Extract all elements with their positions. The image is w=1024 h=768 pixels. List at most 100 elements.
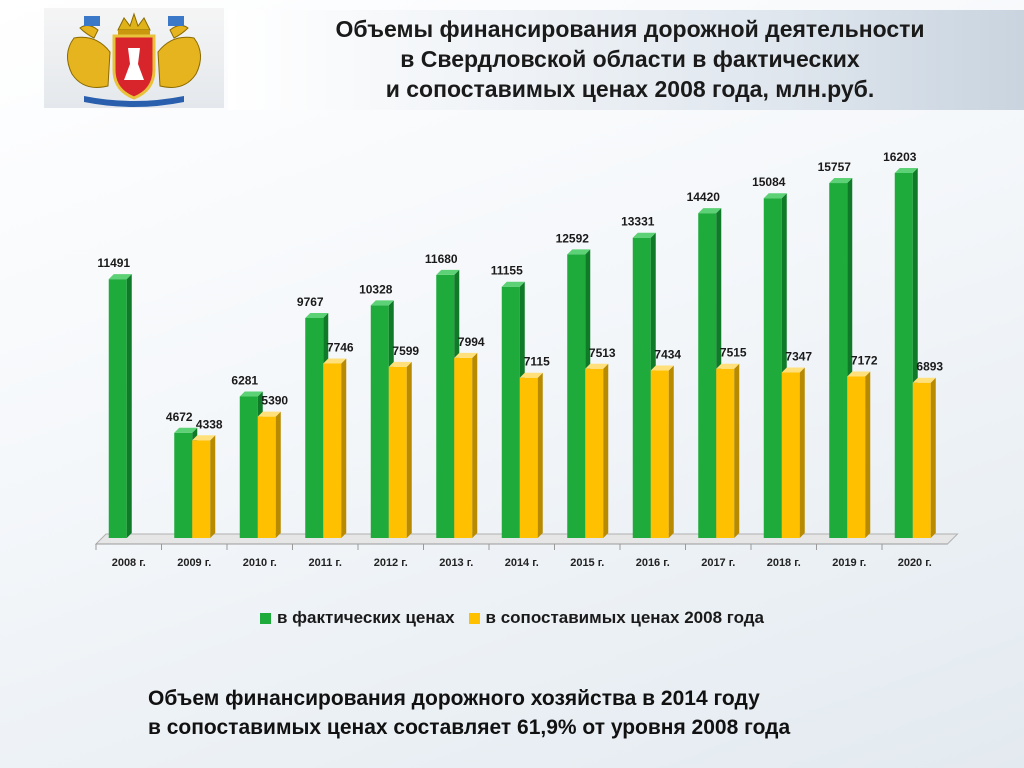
x-tick-label: 2018 г. <box>767 557 801 569</box>
x-tick-label: 2015 г. <box>570 557 604 569</box>
bar-actual-top <box>829 178 853 184</box>
bar-comparable-side <box>406 361 412 538</box>
x-tick-label: 2016 г. <box>636 557 670 569</box>
title-line: в Свердловской области в фактических <box>400 46 860 72</box>
bar-actual <box>108 279 127 538</box>
data-label-comparable: 4338 <box>196 417 223 431</box>
legend-item-comparable: в сопоставимых ценах 2008 года <box>468 608 765 628</box>
bar-comparable-side <box>668 365 674 538</box>
bar-comparable-top <box>847 371 871 377</box>
bar-actual-top <box>698 208 722 214</box>
bar-actual <box>894 173 913 538</box>
emblem-frame <box>44 8 224 108</box>
data-label-actual: 12592 <box>556 231 590 245</box>
bar-comparable <box>388 366 407 538</box>
bar-actual-top <box>436 269 460 275</box>
legend-item-actual: в фактических ценах <box>259 608 455 628</box>
sverdlovsk-coat-of-arms-icon <box>67 12 201 107</box>
bar-actual <box>239 396 258 538</box>
bar-comparable-side <box>275 411 281 538</box>
bar-comparable <box>847 376 866 538</box>
bar-actual-top <box>763 193 787 199</box>
x-tick-label: 2014 г. <box>505 557 539 569</box>
x-tick-label: 2008 г. <box>112 557 146 569</box>
bar-actual-top <box>305 312 329 318</box>
bar-actual <box>829 183 848 538</box>
bar-comparable-side <box>472 352 478 538</box>
bar-comparable-side <box>799 367 805 538</box>
bar-actual <box>632 237 651 538</box>
data-label-comparable: 5390 <box>261 394 288 408</box>
bar-comparable-top <box>454 352 478 358</box>
footnote-line: в сопоставимых ценах составляет 61,9% от… <box>148 716 791 739</box>
bar-actual <box>501 286 520 538</box>
data-label-actual: 6281 <box>231 374 258 388</box>
bar-comparable <box>323 363 342 538</box>
bar-comparable <box>192 440 211 538</box>
data-label-comparable: 7599 <box>392 344 419 358</box>
data-label-comparable: 7994 <box>458 335 485 349</box>
header-band <box>228 10 1024 110</box>
footnote: Объем финансирования дорожного хозяйства… <box>148 684 1008 742</box>
data-label-actual: 9767 <box>297 295 324 309</box>
bar-comparable <box>781 372 800 538</box>
data-label-comparable: 7515 <box>720 346 747 360</box>
bar-actual-top <box>239 391 263 397</box>
bar-comparable-top <box>519 372 543 378</box>
legend-swatch-yellow <box>468 612 480 624</box>
bar-actual <box>370 305 389 538</box>
bar-comparable-top <box>323 358 347 364</box>
bar-comparable-side <box>603 363 609 538</box>
data-label-comparable: 6893 <box>916 360 943 374</box>
data-label-comparable: 7513 <box>589 346 616 360</box>
bar-actual <box>436 274 455 538</box>
bar-actual-top <box>501 281 525 287</box>
bar-comparable-top <box>585 363 609 369</box>
bar-comparable-top <box>716 363 740 369</box>
data-label-actual: 4672 <box>166 410 193 424</box>
bar-actual <box>567 254 586 539</box>
data-label-comparable: 7347 <box>785 349 812 363</box>
x-tick-label: 2013 г. <box>439 557 473 569</box>
bar-comparable-side <box>734 363 740 538</box>
bar-comparable-top <box>388 361 412 367</box>
bar-comparable-top <box>912 377 936 383</box>
bar-comparable <box>716 368 735 538</box>
data-label-actual: 15084 <box>752 175 786 189</box>
bar-comparable <box>585 368 604 538</box>
title-line: Объемы финансирования дорожной деятельно… <box>335 16 925 42</box>
bar-comparable-top <box>257 411 281 417</box>
bar-comparable-top <box>781 367 805 373</box>
bar-actual-top <box>567 249 591 255</box>
data-label-comparable: 7172 <box>851 353 878 367</box>
bar-comparable-top <box>192 435 216 441</box>
x-tick-label: 2019 г. <box>832 557 866 569</box>
bar-actual-top <box>174 427 198 433</box>
bar-comparable <box>257 416 276 538</box>
bar-comparable <box>650 370 669 538</box>
title-line: и сопоставимых ценах 2008 года, млн.руб. <box>385 76 875 102</box>
bar-comparable <box>519 377 538 538</box>
data-label-actual: 10328 <box>359 282 393 296</box>
x-tick-label: 2020 г. <box>898 557 932 569</box>
bar-actual <box>698 213 717 538</box>
data-label-actual: 15757 <box>818 160 852 174</box>
bar-comparable-side <box>865 371 871 538</box>
bar-comparable-side <box>537 372 543 538</box>
bar-actual-top <box>370 300 394 306</box>
x-tick-label: 2012 г. <box>374 557 408 569</box>
chart-legend: в фактических ценах в сопоставимых ценах… <box>0 608 1024 628</box>
x-tick-label: 2009 г. <box>177 557 211 569</box>
bar-actual-top <box>894 168 918 173</box>
data-label-comparable: 7746 <box>327 341 354 355</box>
x-tick-label: 2011 г. <box>309 557 342 569</box>
bar-actual-top <box>632 232 656 238</box>
bar-comparable-side <box>210 435 216 538</box>
bar-comparable-top <box>650 365 674 371</box>
data-label-actual: 11680 <box>425 252 458 266</box>
legend-label: в сопоставимых ценах 2008 года <box>485 608 765 627</box>
x-tick-label: 2017 г. <box>701 557 735 569</box>
page-title: Объемы финансирования дорожной деятельно… <box>260 14 1000 104</box>
legend-swatch-green <box>259 612 271 624</box>
